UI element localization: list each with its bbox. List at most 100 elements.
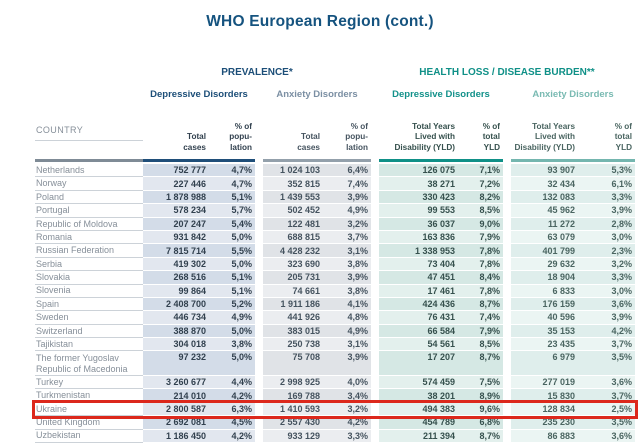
dep-pct-population-cell: 4,7% (213, 177, 255, 191)
anx-total-cases-cell: 169 788 (263, 389, 327, 403)
subsection-prevalence-depressive: Depressive Disorders (150, 89, 248, 100)
country-name: Romania (36, 231, 73, 242)
table-row: Serbia 419 302 5,0% 323 690 3,8% 73 404 … (35, 257, 635, 272)
country-cell: Spain (35, 298, 143, 312)
dep-pct-yld-cell: 7,2% (463, 177, 503, 191)
dep-total-yld-cell: 73 404 (379, 257, 463, 272)
anx-total-cases-cell: 383 015 (263, 324, 327, 339)
dep-total-yld-cell: 126 075 (379, 164, 463, 178)
dep-total-yld-cell: 47 451 (379, 271, 463, 285)
table-row: Romania 931 842 5,0% 688 815 3,7% 163 83… (35, 230, 635, 245)
dep-total-cases-cell: 268 516 (143, 271, 213, 285)
dep-pct-yld-cell: 8,9% (463, 389, 503, 403)
anx-total-yld-cell: 132 083 (511, 190, 579, 205)
anx-pct-population-cell: 4,9% (327, 324, 371, 339)
anx-total-yld-cell: 15 830 (511, 389, 579, 403)
anx-pct-population-cell: 3,2% (327, 402, 371, 417)
country-cell: Uzbekistan (35, 430, 143, 443)
country-name: Poland (36, 191, 65, 202)
anx-total-cases-cell: 502 452 (263, 204, 327, 218)
anx-total-yld-cell: 32 434 (511, 177, 579, 191)
dep-pct-yld-cell: 8,2% (463, 190, 503, 205)
dep-total-cases-cell: 99 864 (143, 284, 213, 298)
anx-total-cases-cell: 74 661 (263, 284, 327, 298)
dep-pct-population-cell: 5,0% (213, 324, 255, 339)
dep-pct-yld-cell: 6,8% (463, 416, 503, 430)
anx-pct-population-cell: 4,8% (327, 311, 371, 325)
dep-total-cases-cell: 931 842 (143, 230, 213, 245)
country-cell: Turkey (35, 376, 143, 390)
dep-total-cases-cell: 3 260 677 (143, 375, 213, 390)
anx-pct-yld-cell: 3,6% (579, 429, 635, 443)
anx-total-cases-cell: 1 911 186 (263, 297, 327, 312)
dep-pct-population-cell: 5,7% (213, 204, 255, 218)
page-title: WHO European Region (cont.) (206, 13, 434, 30)
anx-pct-population-cell: 3,8% (327, 284, 371, 298)
dep-total-yld-cell: 17 207 (379, 351, 463, 376)
table-row: Russian Federation 7 815 714 5,5% 4 428 … (35, 244, 635, 258)
anx-pct-population-cell: 3,2% (327, 217, 371, 231)
dep-total-cases-cell: 446 734 (143, 311, 213, 325)
table-row: Slovenia 99 864 5,1% 74 661 3,8% 17 461 … (35, 284, 635, 298)
table-row: Netherlands 752 777 4,7% 1 024 103 6,4% … (35, 164, 635, 178)
dep-pct-yld-cell: 7,4% (463, 311, 503, 325)
column-header-anx-pct-yld: % of total YLD (614, 121, 632, 153)
dep-total-yld-cell: 38 201 (379, 389, 463, 403)
dep-total-yld-cell: 66 584 (379, 324, 463, 339)
table-row: Sweden 446 734 4,9% 441 926 4,8% 76 431 … (35, 311, 635, 325)
anx-pct-yld-cell: 3,6% (579, 375, 635, 390)
dep-pct-yld-cell: 8,5% (463, 338, 503, 352)
dep-pct-population-cell: 5,5% (213, 244, 255, 258)
country-name: Netherlands (36, 164, 85, 175)
country-cell: Portugal (35, 204, 143, 218)
anx-total-yld-cell: 35 153 (511, 324, 579, 339)
dep-total-cases-cell: 2 408 700 (143, 297, 213, 312)
anx-pct-population-cell: 3,9% (327, 190, 371, 205)
country-name: Turkmenistan (36, 390, 91, 401)
anx-total-yld-cell: 18 904 (511, 271, 579, 285)
dep-pct-population-cell: 4,9% (213, 311, 255, 325)
anx-pct-yld-cell: 3,7% (579, 338, 635, 352)
anx-pct-yld-cell: 5,3% (579, 164, 635, 178)
subsection-header-row: Depressive Disorders Anxiety Disorders D… (35, 89, 635, 103)
anx-pct-population-cell: 3,1% (327, 244, 371, 258)
anx-pct-yld-cell: 3,0% (579, 230, 635, 245)
anx-pct-yld-cell: 3,5% (579, 351, 635, 376)
anx-total-yld-cell: 40 596 (511, 311, 579, 325)
table-row: Switzerland 388 870 5,0% 383 015 4,9% 66… (35, 324, 635, 339)
dep-pct-yld-cell: 7,9% (463, 324, 503, 339)
section-prevalence: PREVALENCE* (221, 67, 293, 78)
country-cell: Romania (35, 231, 143, 245)
dep-pct-yld-cell: 8,7% (463, 297, 503, 312)
anx-total-cases-cell: 2 557 430 (263, 416, 327, 430)
dep-pct-yld-cell: 8,7% (463, 429, 503, 443)
rule-anx-prevalence (263, 159, 371, 162)
country-name: Republic of Moldova (36, 218, 118, 229)
anx-total-cases-cell: 205 731 (263, 271, 327, 285)
column-header-anx-total-yld: Total Years Lived with Disability (YLD) (514, 121, 575, 153)
dep-pct-population-cell: 5,4% (213, 217, 255, 231)
anx-pct-population-cell: 3,7% (327, 230, 371, 245)
rule-anx-yld (511, 159, 635, 162)
anx-pct-yld-cell: 3,6% (579, 297, 635, 312)
anx-total-yld-cell: 86 883 (511, 429, 579, 443)
data-table: PREVALENCE* HEALTH LOSS / DISEASE BURDEN… (35, 65, 635, 443)
country-name: Serbia (36, 258, 63, 269)
anx-pct-population-cell: 3,3% (327, 429, 371, 443)
anx-pct-yld-cell: 2,8% (579, 217, 635, 231)
dep-total-yld-cell: 17 461 (379, 284, 463, 298)
anx-total-yld-cell: 128 834 (511, 402, 579, 417)
dep-pct-yld-cell: 7,9% (463, 230, 503, 245)
subsection-yld-anxiety: Anxiety Disorders (532, 89, 614, 100)
anx-pct-population-cell: 7,4% (327, 177, 371, 191)
anx-pct-population-cell: 3,9% (327, 351, 371, 376)
anx-pct-yld-cell: 6,1% (579, 177, 635, 191)
anx-total-cases-cell: 2 998 925 (263, 375, 327, 390)
dep-total-yld-cell: 454 789 (379, 416, 463, 430)
country-cell: Sweden (35, 311, 143, 325)
anx-total-cases-cell: 441 926 (263, 311, 327, 325)
dep-total-cases-cell: 578 234 (143, 204, 213, 218)
country-name: Slovakia (36, 272, 71, 283)
country-cell: Turkmenistan (35, 389, 143, 403)
country-cell: Serbia (35, 258, 143, 272)
